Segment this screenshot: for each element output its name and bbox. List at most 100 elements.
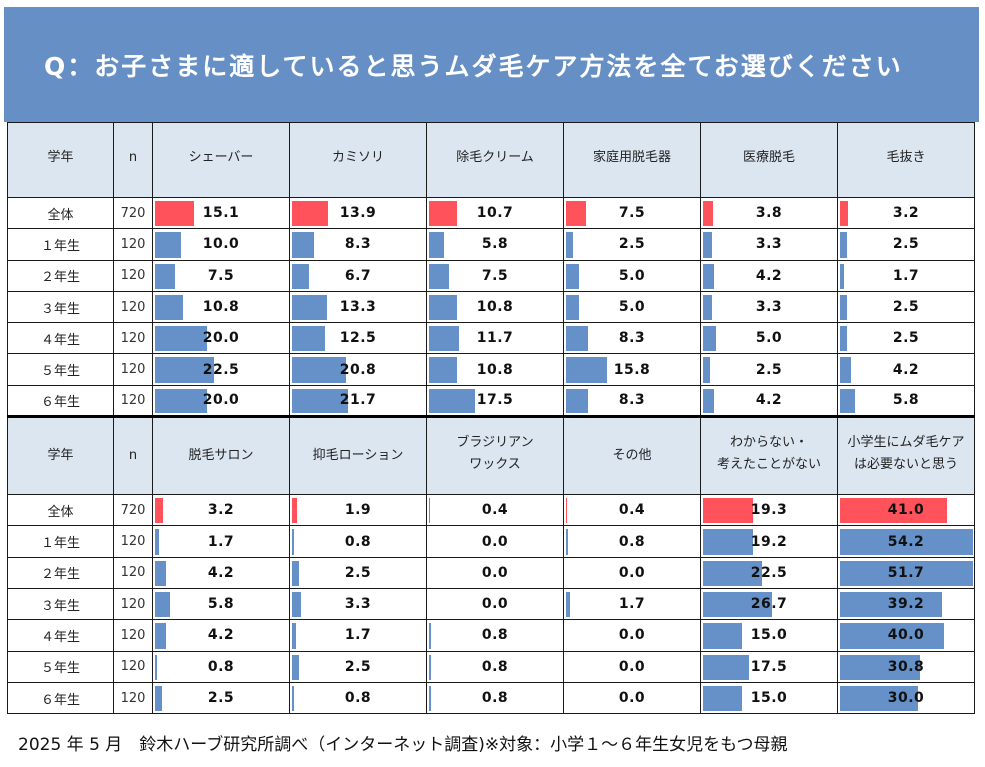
sample-size-cell: 120 (113, 228, 153, 261)
grade-cell: ６年生 (7, 384, 114, 419)
value-text: 13.9 (339, 205, 377, 222)
value-cell: 0.0 (563, 650, 701, 683)
data-bar (155, 623, 166, 649)
value-text: 5.0 (755, 330, 783, 347)
column-header: その他 (563, 416, 701, 496)
data-bar (703, 263, 714, 289)
value-text: 41.0 (887, 502, 925, 519)
value-text: 2.5 (892, 236, 920, 253)
value-cell: 7.5 (563, 196, 701, 230)
data-bar (292, 529, 295, 555)
value-text: 5.0 (618, 267, 646, 284)
value-cell: 39.2 (837, 587, 975, 621)
value-cell: 5.0 (563, 290, 701, 324)
value-text: 7.5 (207, 267, 235, 284)
value-text: 22.5 (202, 361, 240, 378)
table-row: １年生 120 10.0 8.3 5.8 2.5 3.3 2.5 (7, 228, 975, 261)
value-text: 4.2 (755, 392, 783, 409)
grade-cell: １年生 (7, 228, 114, 261)
value-cell: 12.5 (289, 322, 427, 355)
sample-size-cell: 120 (113, 556, 153, 589)
value-cell: 2.5 (837, 290, 975, 324)
value-cell: 1.7 (837, 259, 975, 292)
value-cell: 30.0 (837, 681, 975, 715)
value-cell: 8.3 (289, 228, 427, 261)
data-bar (840, 201, 849, 227)
sample-size-cell: 120 (113, 384, 153, 419)
value-cell: 6.7 (289, 259, 427, 292)
data-bar (292, 326, 325, 352)
value-text: 1.7 (344, 627, 372, 644)
value-text: 0.0 (618, 690, 646, 706)
data-bar (840, 560, 973, 586)
value-text: 20.0 (202, 392, 240, 409)
data-bar (703, 685, 742, 712)
grade-cell: 全体 (7, 494, 114, 527)
data-bar (703, 388, 714, 414)
value-text: 22.5 (750, 564, 788, 581)
value-cell: 0.8 (426, 650, 564, 683)
value-text: 0.4 (618, 502, 646, 519)
value-cell: 2.5 (700, 353, 838, 386)
column-header-line: わからない・ (729, 435, 808, 451)
sample-size-cell: 120 (113, 650, 153, 683)
data-bar (566, 388, 588, 414)
value-cell: 0.4 (563, 494, 701, 527)
value-cell: 0.0 (426, 587, 564, 621)
value-cell: 19.2 (700, 525, 838, 558)
value-text: 3.3 (344, 596, 372, 613)
data-bar (566, 326, 588, 352)
data-bar (292, 498, 297, 524)
data-bar (840, 263, 845, 289)
sample-size-cell: 120 (113, 619, 153, 652)
value-text: 15.8 (613, 361, 651, 378)
data-bar (292, 263, 310, 289)
sample-size-cell: 120 (113, 322, 153, 355)
value-cell: 4.2 (700, 384, 838, 419)
value-text: 5.8 (481, 236, 509, 253)
grade-cell: ４年生 (7, 619, 114, 652)
value-text: 3.3 (755, 299, 783, 316)
value-cell: 0.8 (289, 525, 427, 558)
value-cell: 3.8 (700, 196, 838, 230)
data-bar (155, 529, 160, 555)
value-cell: 7.5 (426, 259, 564, 292)
value-text: 0.8 (618, 533, 646, 550)
value-cell: 30.8 (837, 650, 975, 683)
value-cell: 1.7 (563, 587, 701, 621)
value-text: 0.0 (618, 658, 646, 675)
value-cell: 0.4 (426, 494, 564, 527)
column-header: シェーバー (152, 122, 290, 198)
value-cell: 0.8 (563, 525, 701, 558)
value-cell: 2.5 (837, 322, 975, 355)
column-header: 家庭用脱毛器 (563, 122, 701, 198)
data-bar (429, 201, 457, 227)
value-text: 2.5 (344, 564, 372, 581)
table-row: ２年生 120 7.5 6.7 7.5 5.0 4.2 1.7 (7, 259, 975, 292)
value-cell: 0.8 (426, 681, 564, 715)
value-text: 10.8 (476, 361, 514, 378)
sample-size-cell: 120 (113, 353, 153, 386)
value-text: 13.3 (339, 299, 377, 316)
value-cell: 51.7 (837, 556, 975, 589)
table-row: ３年生 120 10.8 13.3 10.8 5.0 3.3 2.5 (7, 290, 975, 324)
data-bar (703, 357, 710, 383)
value-text: 1.9 (344, 502, 372, 519)
data-bar (155, 294, 184, 321)
value-text: 17.5 (750, 658, 788, 675)
page-title: Q：お子さまに適していると思うムダ毛ケア方法を全てお選びください (44, 51, 903, 81)
data-bar (292, 685, 295, 712)
data-bar (566, 591, 571, 618)
grade-cell: ５年生 (7, 353, 114, 386)
data-bar (703, 560, 762, 586)
value-cell: 17.5 (700, 650, 838, 683)
data-bar (840, 498, 947, 524)
value-text: 4.2 (207, 564, 235, 581)
data-bar (566, 263, 579, 289)
data-bar (840, 591, 942, 618)
value-text: 10.0 (202, 236, 240, 253)
data-bar (429, 326, 460, 352)
data-bar (155, 654, 158, 680)
value-text: 2.5 (618, 236, 646, 253)
value-text: 1.7 (618, 596, 646, 613)
